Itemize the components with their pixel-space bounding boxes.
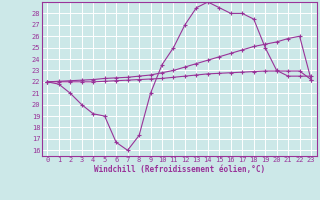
X-axis label: Windchill (Refroidissement éolien,°C): Windchill (Refroidissement éolien,°C): [94, 165, 265, 174]
